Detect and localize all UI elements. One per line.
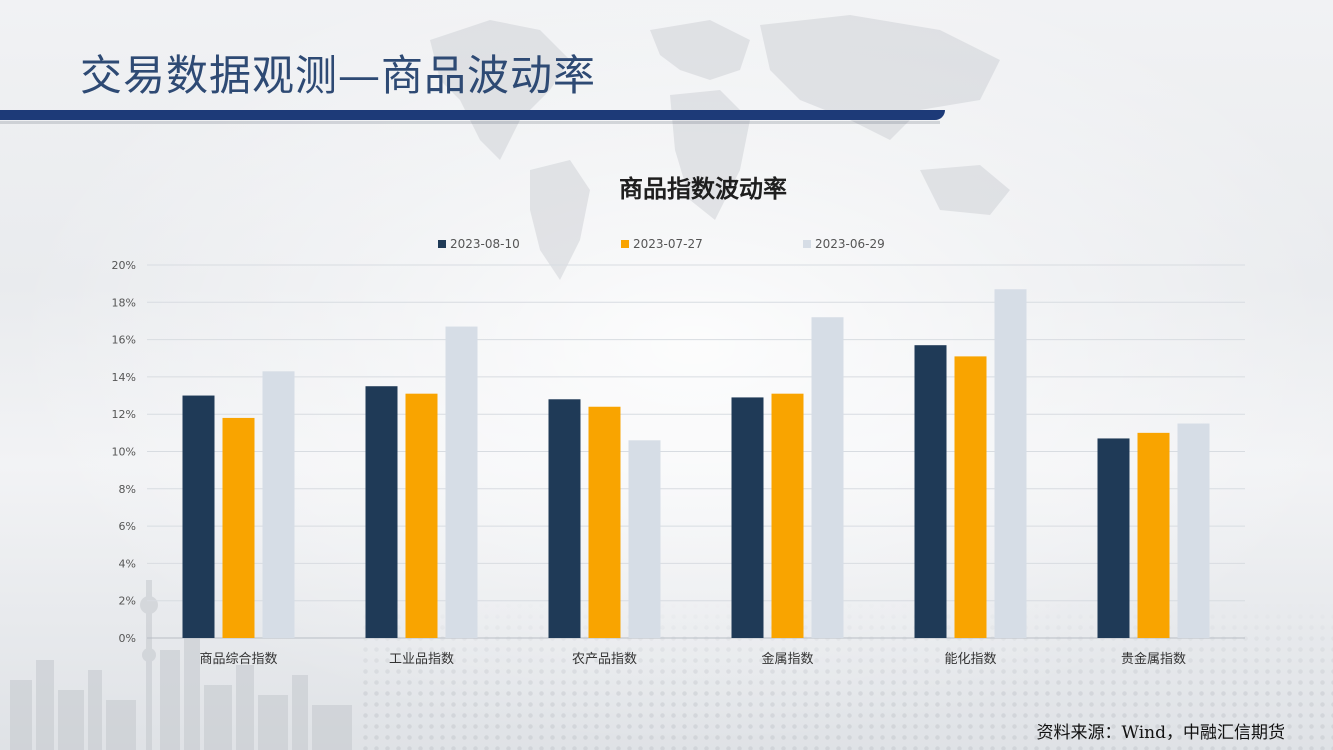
category-label: 贵金属指数 <box>1121 651 1186 667</box>
bar <box>731 397 764 638</box>
y-tick-label: 2% <box>119 595 136 608</box>
chart-title: 商品指数波动率 <box>619 175 787 203</box>
legend-swatch <box>803 240 811 248</box>
legend-label: 2023-08-10 <box>450 237 520 251</box>
title-underline-band <box>0 110 945 120</box>
bar <box>914 345 947 638</box>
page-title: 交易数据观测—商品波动率 <box>80 51 597 100</box>
y-tick-label: 16% <box>112 334 136 347</box>
legend-label: 2023-06-29 <box>815 237 885 251</box>
bar <box>994 289 1027 638</box>
legend-swatch <box>438 240 446 248</box>
bar <box>811 317 844 638</box>
y-tick-label: 6% <box>119 520 136 533</box>
dot-pattern-watermark <box>360 600 1333 750</box>
bar <box>628 440 661 638</box>
bar <box>365 386 398 638</box>
skyline-watermark <box>10 580 352 750</box>
y-tick-label: 18% <box>112 296 136 309</box>
bar <box>262 371 295 638</box>
category-label: 能化指数 <box>944 652 996 667</box>
y-tick-label: 12% <box>112 408 136 421</box>
legend-swatch <box>621 240 629 248</box>
source-note: 资料来源：Wind，中融汇信期货 <box>1036 723 1285 743</box>
bar <box>405 393 438 638</box>
bar <box>954 356 987 638</box>
bar <box>222 417 255 638</box>
world-map-watermark <box>430 15 1010 280</box>
y-tick-label: 0% <box>119 632 136 645</box>
bar <box>588 406 621 638</box>
bar <box>548 399 581 638</box>
y-tick-label: 4% <box>119 557 136 570</box>
category-label: 农产品指数 <box>572 652 637 667</box>
category-label: 商品综合指数 <box>199 652 277 667</box>
y-tick-label: 14% <box>112 371 136 384</box>
bar <box>1097 438 1130 638</box>
bar <box>1137 432 1170 638</box>
y-tick-label: 10% <box>112 446 136 459</box>
title-underline-shadow <box>0 121 940 124</box>
category-label: 金属指数 <box>761 651 813 667</box>
bar <box>771 393 804 638</box>
bar <box>445 326 478 638</box>
bar <box>1177 423 1210 638</box>
bar <box>182 395 215 638</box>
category-label: 工业品指数 <box>389 652 454 667</box>
legend-label: 2023-07-27 <box>633 237 703 251</box>
y-tick-label: 20% <box>112 259 136 272</box>
y-tick-label: 8% <box>119 483 136 496</box>
